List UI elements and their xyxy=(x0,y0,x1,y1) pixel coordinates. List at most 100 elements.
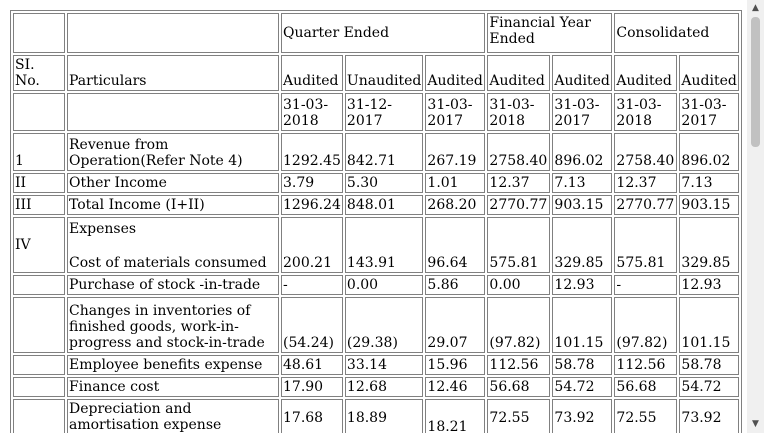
particular-cell: Depreciation and amortisation expense xyxy=(67,399,279,433)
audit-label: Audited xyxy=(425,55,486,91)
sl-no-header: SI. No. xyxy=(13,55,65,91)
value-cell: 96.64 xyxy=(425,217,486,273)
value-cell: 143.91 xyxy=(344,217,424,273)
particular-cell: Changes in inventories of finished goods… xyxy=(67,297,279,353)
date-label: 31-03-2017 xyxy=(679,93,739,131)
quarter-ended-header: Quarter Ended xyxy=(281,13,486,53)
value-cell: 575.81 xyxy=(487,217,551,273)
particular-cell: Other Income xyxy=(67,173,279,193)
date-label: 31-03-2018 xyxy=(487,93,551,131)
particular-cell: Expenses Cost of materials consumed xyxy=(67,217,279,273)
value-cell: 5.30 xyxy=(344,173,424,193)
value-cell: 7.13 xyxy=(679,173,739,193)
table-row: IV Expenses Cost of materials consumed 2… xyxy=(13,217,739,273)
value-cell: 29.07 xyxy=(425,297,486,353)
sl-no-cell xyxy=(13,355,65,375)
value-cell: 848.01 xyxy=(344,195,424,215)
value-cell: 1296.24 xyxy=(281,195,343,215)
value-cell: 112.56 xyxy=(487,355,551,375)
table-row: Changes in inventories of finished goods… xyxy=(13,297,739,353)
value-cell: 54.72 xyxy=(679,377,739,397)
value-cell: 112.56 xyxy=(614,355,678,375)
value-cell: 54.72 xyxy=(552,377,613,397)
sl-no-cell xyxy=(13,399,65,433)
sl-no-cell: II xyxy=(13,173,65,193)
date-label: 31-03-2018 xyxy=(614,93,678,131)
table-row: Finance cost 17.90 12.68 12.46 56.68 54.… xyxy=(13,377,739,397)
value-cell: 903.15 xyxy=(679,195,739,215)
value-cell: 12.37 xyxy=(614,173,678,193)
value-cell: 1292.45 xyxy=(281,133,343,171)
value-cell: 18.21 xyxy=(425,399,486,433)
value-cell: 329.85 xyxy=(679,217,739,273)
value-cell: 12.68 xyxy=(344,377,424,397)
sl-no-cell xyxy=(13,377,65,397)
table-row: 1 Revenue from Operation(Refer Note 4) 1… xyxy=(13,133,739,171)
value-cell: - xyxy=(614,275,678,295)
value-cell: (97.82) xyxy=(487,297,551,353)
value-cell: 842.71 xyxy=(344,133,424,171)
value-cell: 7.13 xyxy=(552,173,613,193)
scroll-down-arrow-icon[interactable]: ▼ xyxy=(752,419,759,429)
sl-no-cell: IV xyxy=(13,217,65,273)
value-cell: 12.93 xyxy=(552,275,613,295)
value-cell: 73.92 xyxy=(679,399,739,433)
audit-label: Audited xyxy=(281,55,343,91)
sl-no-cell xyxy=(13,297,65,353)
audit-label: Audited xyxy=(679,55,739,91)
value-cell: 2770.77 xyxy=(487,195,551,215)
document-viewport: Quarter Ended Financial Year Ended Conso… xyxy=(10,10,742,433)
header-row-dates: 31-03-2018 31-12-2017 31-03-2017 31-03-2… xyxy=(13,93,739,131)
value-cell: 575.81 xyxy=(614,217,678,273)
value-cell: 12.37 xyxy=(487,173,551,193)
date-label: 31-03-2017 xyxy=(552,93,613,131)
particular-cell: Revenue from Operation(Refer Note 4) xyxy=(67,133,279,171)
value-cell: 17.68 xyxy=(281,399,343,433)
particular-cell: Total Income (I+II) xyxy=(67,195,279,215)
vertical-scrollbar[interactable]: ▲ ▼ xyxy=(747,0,764,433)
value-cell: 48.61 xyxy=(281,355,343,375)
value-cell: 903.15 xyxy=(552,195,613,215)
value-cell: 15.96 xyxy=(425,355,486,375)
table-row: Depreciation and amortisation expense 17… xyxy=(13,399,739,433)
value-cell: 3.79 xyxy=(281,173,343,193)
header-row-audit: SI. No. Particulars Audited Unaudited Au… xyxy=(13,55,739,91)
value-cell: 72.55 xyxy=(614,399,678,433)
blank-cell xyxy=(67,13,279,53)
scrollbar-thumb[interactable] xyxy=(751,17,760,147)
sl-no-cell xyxy=(13,275,65,295)
particular-cell: Finance cost xyxy=(67,377,279,397)
value-cell: 896.02 xyxy=(552,133,613,171)
value-cell: 101.15 xyxy=(679,297,739,353)
value-cell: 2758.40 xyxy=(487,133,551,171)
value-cell: (29.38) xyxy=(344,297,424,353)
value-cell: 73.92 xyxy=(552,399,613,433)
particular-text: Cost of materials consumed xyxy=(69,255,267,271)
value-cell: 58.78 xyxy=(552,355,613,375)
value-cell: 12.93 xyxy=(679,275,739,295)
financial-results-table: Quarter Ended Financial Year Ended Conso… xyxy=(10,10,742,433)
value-cell: 896.02 xyxy=(679,133,739,171)
table-row: Employee benefits expense 48.61 33.14 15… xyxy=(13,355,739,375)
value-cell: 267.19 xyxy=(425,133,486,171)
audit-label: Audited xyxy=(614,55,678,91)
audit-label: Audited xyxy=(487,55,551,91)
sl-no-cell: 1 xyxy=(13,133,65,171)
value-cell: 33.14 xyxy=(344,355,424,375)
particular-cell: Employee benefits expense xyxy=(67,355,279,375)
value-cell: 0.00 xyxy=(487,275,551,295)
value-cell: (97.82) xyxy=(614,297,678,353)
blank-cell xyxy=(13,93,65,131)
financial-year-ended-header: Financial Year Ended xyxy=(487,13,613,53)
value-cell: 72.55 xyxy=(487,399,551,433)
audit-label: Unaudited xyxy=(344,55,424,91)
value-cell: - xyxy=(281,275,343,295)
scroll-up-arrow-icon[interactable]: ▲ xyxy=(752,3,759,13)
value-cell: 58.78 xyxy=(679,355,739,375)
table-row: Purchase of stock -in-trade - 0.00 5.86 … xyxy=(13,275,739,295)
value-cell: 2758.40 xyxy=(614,133,678,171)
blank-cell xyxy=(13,13,65,53)
value-cell: 2770.77 xyxy=(614,195,678,215)
value-cell: 17.90 xyxy=(281,377,343,397)
date-label: 31-12-2017 xyxy=(344,93,424,131)
